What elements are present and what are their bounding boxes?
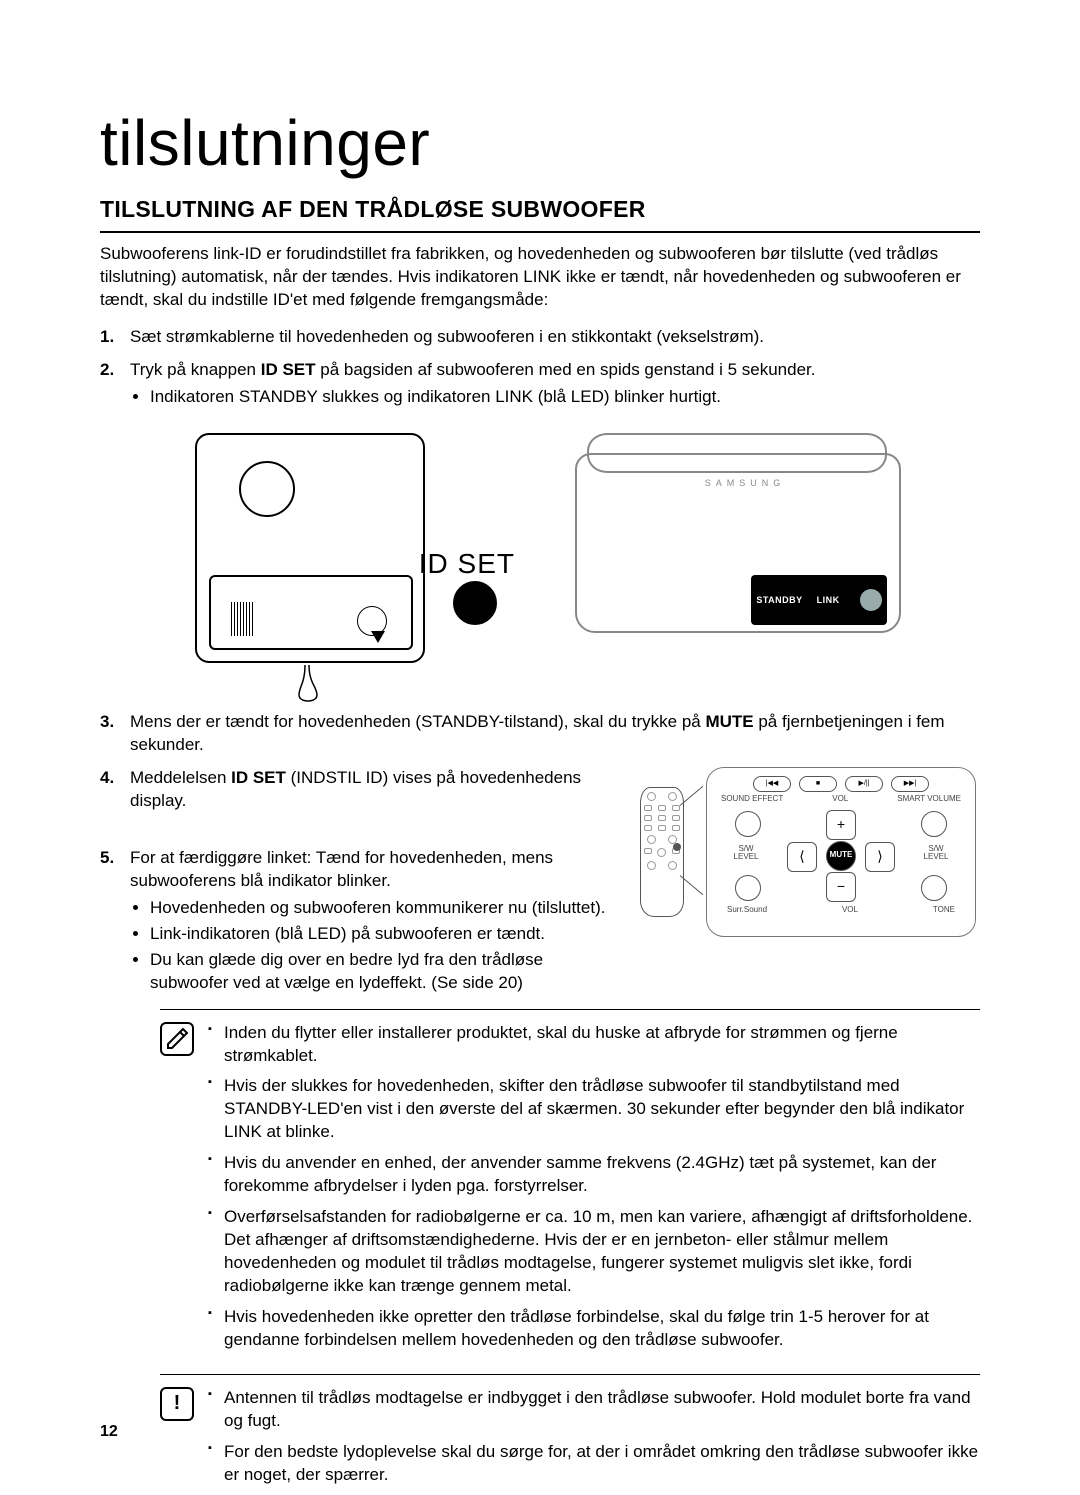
vol-top-label: VOL [832, 794, 848, 805]
vol-down-button: − [826, 872, 856, 902]
remote-mini-icon [640, 787, 684, 917]
step-4-text: Meddelelsen ID SET (INDSTIL ID) vises på… [130, 768, 581, 810]
idset-label: ID SET [419, 545, 515, 583]
step-2-text: Tryk på knappen ID SET på bagsiden af su… [130, 359, 980, 382]
left-button: ⟨ [787, 842, 817, 872]
power-cable-icon [295, 663, 335, 703]
subwoofer-back-figure: ID SET [195, 433, 515, 683]
step-5-sub-3: Du kan glæde dig over en bedre lyd fra d… [150, 949, 620, 995]
smart-volume-label: SMART VOLUME [897, 794, 961, 805]
vent-icon [231, 602, 255, 636]
step-5: For at færdiggøre linket: Tænd for hoved… [100, 847, 620, 995]
info-notes: Inden du flytter eller installerer produ… [160, 1022, 980, 1360]
step-5-sub-1: Hovedenheden og subwooferen kommunikerer… [150, 897, 620, 920]
sw-level-right-label: S/W LEVEL [919, 845, 953, 861]
step-2-sub: Indikatoren STANDBY slukkes og indikator… [150, 386, 980, 409]
remote-zoom-panel: |◀◀ ■ ▶/|| ▶▶| SOUND EFFECT VOL SMART VO… [706, 767, 976, 937]
intro-paragraph: Subwooferens link-ID er forudindstillet … [100, 243, 980, 312]
page-title: tilslutninger [100, 100, 980, 186]
vol-up-button: + [826, 810, 856, 840]
step-3-text: Mens der er tændt for hovedenheden (STAN… [130, 711, 980, 757]
divider-2 [160, 1374, 980, 1375]
stop-button: ■ [799, 776, 837, 792]
zoom-origin-icon [673, 843, 681, 851]
link-led-icon [860, 589, 882, 611]
corner-br-button [921, 875, 947, 901]
step-1: Sæt strømkablerne til hovedenheden og su… [100, 326, 980, 349]
surr-label: Surr.Sound [727, 905, 767, 916]
caution-icon: ! [160, 1387, 194, 1421]
sw-level-left-label: S/W LEVEL [729, 845, 763, 861]
right-button: ⟩ [865, 842, 895, 872]
note-5: Hvis hovedenheden ikke opretter den tråd… [208, 1306, 980, 1352]
standby-label: STANDBY [756, 594, 802, 606]
note-icon [160, 1022, 194, 1056]
remote-figure: |◀◀ ■ ▶/|| ▶▶| SOUND EFFECT VOL SMART VO… [640, 767, 980, 947]
link-label: LINK [817, 594, 840, 606]
corner-bl-button [735, 875, 761, 901]
tone-label: TONE [933, 905, 955, 916]
play-button: ▶/|| [845, 776, 883, 792]
note-2: Hvis der slukkes for hovedenheden, skift… [208, 1075, 980, 1144]
next-button: ▶▶| [891, 776, 929, 792]
caution-1: Antennen til trådløs modtagelse er indby… [208, 1387, 980, 1433]
divider [160, 1009, 980, 1010]
step-2: Tryk på knappen ID SET på bagsiden af su… [100, 359, 980, 683]
step-5-text: For at færdiggøre linket: Tænd for hoved… [130, 847, 620, 893]
note-4: Overførselsafstanden for radiobølgerne e… [208, 1206, 980, 1298]
vol-bot-label: VOL [842, 905, 858, 916]
note-1: Inden du flytter eller installerer produ… [208, 1022, 980, 1068]
corner-tr-button [921, 811, 947, 837]
main-unit-figure: SAMSUNG STANDBY LINK [575, 433, 915, 653]
prev-button: |◀◀ [753, 776, 791, 792]
caution-2: For den bedste lydoplevelse skal du sørg… [208, 1441, 980, 1487]
speaker-led-panel: STANDBY LINK [751, 575, 887, 625]
step-5-sub-2: Link-indikatoren (blå LED) på subwoofere… [150, 923, 620, 946]
mute-button: MUTE [826, 841, 856, 871]
idset-big-button [453, 581, 497, 625]
figure-row: ID SET SAMSUNG STANDBY LINK [130, 433, 980, 683]
brand-label: SAMSUNG [705, 477, 786, 489]
arrow-icon [371, 631, 385, 643]
note-3: Hvis du anvender en enhed, der anvender … [208, 1152, 980, 1198]
corner-tl-button [735, 811, 761, 837]
sound-effect-label: SOUND EFFECT [721, 794, 783, 805]
section-heading: TILSLUTNING AF DEN TRÅDLØSE SUBWOOFER [100, 194, 980, 233]
step-3: Mens der er tændt for hovedenheden (STAN… [100, 711, 980, 757]
step-1-text: Sæt strømkablerne til hovedenheden og su… [130, 326, 980, 349]
page-number: 12 [100, 1421, 118, 1443]
caution-notes: ! Antennen til trådløs modtagelse er ind… [160, 1387, 980, 1495]
